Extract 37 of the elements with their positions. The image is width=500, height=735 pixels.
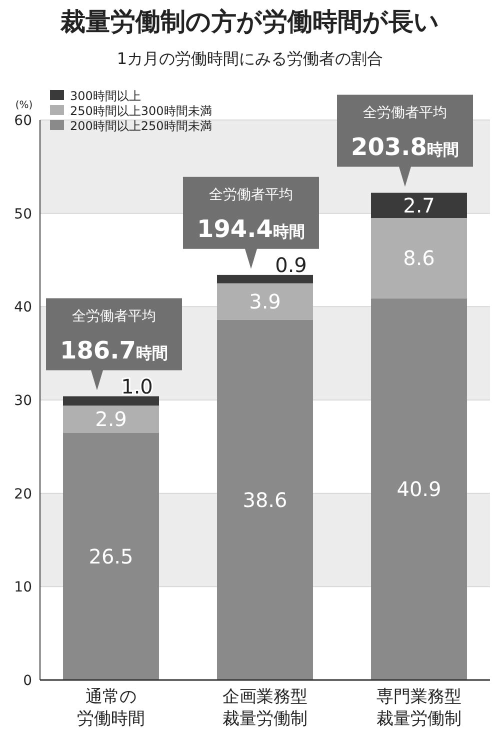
annotation: 全労働者平均194.4時間	[197, 186, 305, 243]
bar	[371, 298, 467, 680]
x-tick-label: 通常の労働時間	[77, 687, 145, 729]
data-label: 3.9	[249, 290, 281, 314]
legend-label: 300時間以上	[70, 89, 141, 103]
legend-label: 200時間以上250時間未満	[70, 119, 212, 133]
data-label: 1.0	[121, 374, 153, 398]
bar	[63, 432, 159, 680]
x-tick-label: 企画業務型裁量労働制	[222, 687, 308, 729]
y-tick-label: 0	[23, 673, 32, 689]
bar	[217, 274, 313, 284]
chart-title: 裁量労働制の方が労働時間が長い	[60, 7, 440, 36]
x-tick-label: 専門業務型裁量労働制	[376, 687, 462, 729]
data-label: 2.9	[95, 407, 127, 432]
data-label: 0.9	[275, 252, 307, 277]
data-label: 38.6	[242, 488, 288, 512]
bar	[63, 406, 159, 433]
bar	[217, 320, 313, 680]
data-label: 2.7	[403, 193, 435, 218]
legend-label: 250時間以上300時間未満	[70, 104, 212, 118]
y-tick-label: 40	[14, 300, 32, 316]
chart-subtitle: 1カ月の労働時間にみる労働者の割合	[116, 49, 384, 68]
data-label: 40.9	[396, 477, 442, 502]
y-axis-title: (%)	[15, 100, 33, 111]
data-label: 8.6	[403, 246, 435, 270]
y-tick-label: 10	[14, 580, 32, 596]
bar	[63, 396, 159, 406]
bar	[217, 283, 313, 320]
annotation: 全労働者平均203.8時間	[351, 104, 459, 161]
data-label: 26.5	[88, 544, 134, 568]
annotation: 全労働者平均186.7時間	[60, 308, 168, 364]
y-tick-label: 60	[14, 113, 32, 129]
y-tick-label: 50	[14, 206, 32, 222]
bar	[371, 218, 467, 298]
y-tick-label: 30	[14, 393, 32, 409]
y-tick-label: 20	[14, 486, 32, 502]
bar	[371, 192, 467, 218]
